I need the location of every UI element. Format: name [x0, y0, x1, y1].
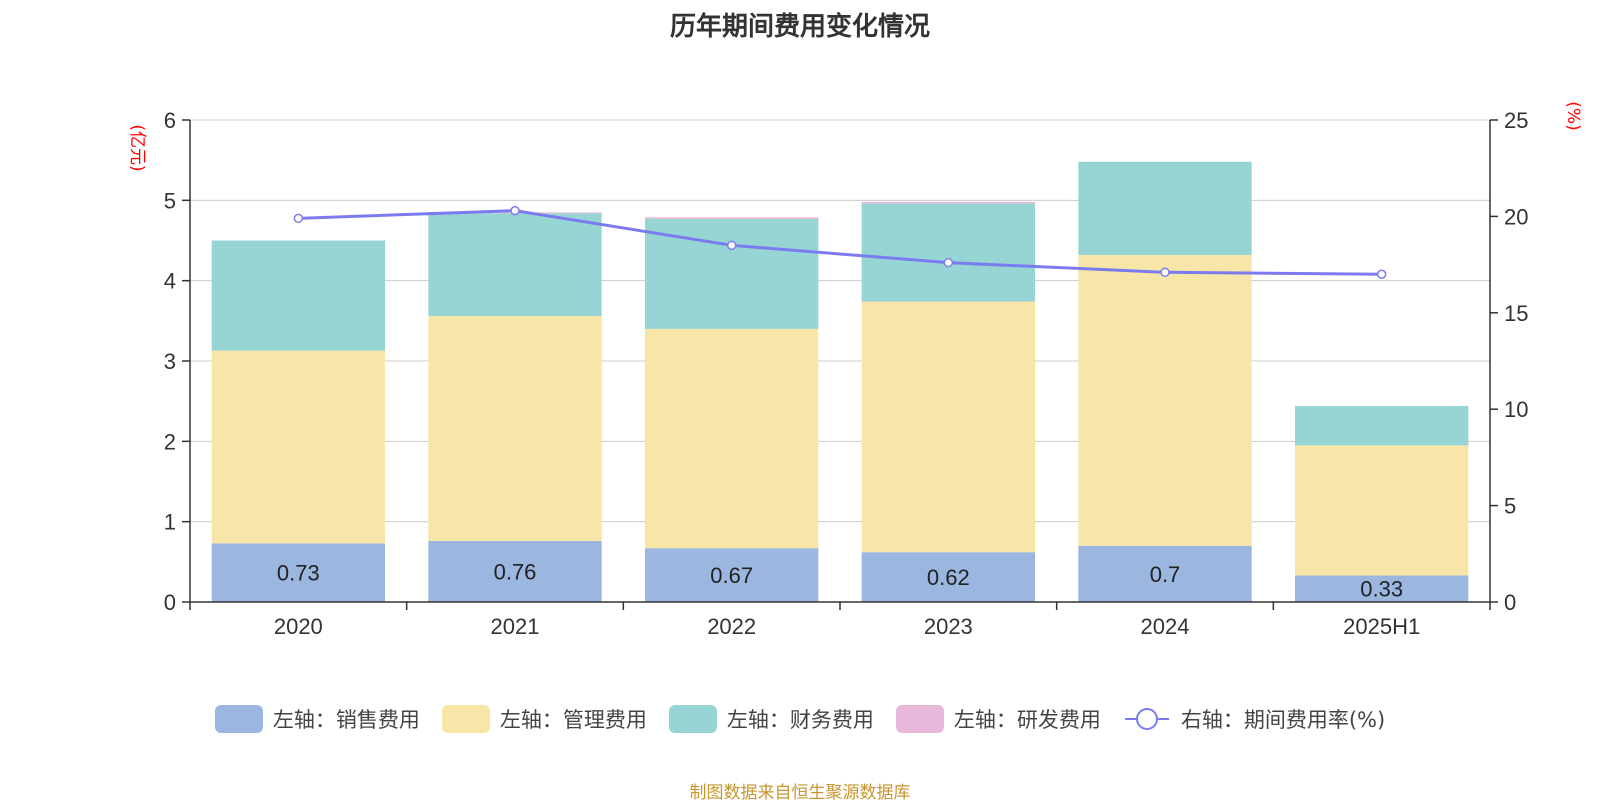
rate-point	[1376, 269, 1387, 279]
data-labels: 0.73 0.76 0.67 0.62 0.7 0.33	[277, 559, 1403, 601]
legend-label-rate: 右轴：期间费用率(%)	[1180, 708, 1386, 732]
x-tick-label: 2025H1	[1343, 614, 1420, 639]
y-right-tick-label: 15	[1504, 301, 1528, 326]
bar-segment-1	[1078, 254, 1252, 546]
legend-item-rate[interactable]: 右轴：期间费用率(%)	[1123, 704, 1385, 734]
y-left-tick-label: 4	[164, 269, 176, 294]
chart-title: 历年期间费用变化情况	[669, 12, 930, 42]
bars	[211, 161, 1469, 602]
data-label: 0.67	[710, 563, 753, 588]
legend-swatch-finance	[668, 705, 717, 733]
bar-segment-1	[861, 301, 1035, 553]
legend-item-finance[interactable]: 左轴：财务费用	[668, 704, 874, 734]
bar-segment-2	[211, 240, 385, 351]
y-left-tick-label: 5	[164, 188, 176, 213]
bar-segment-3	[645, 217, 819, 219]
bar-segment-1	[1295, 445, 1469, 576]
bar-segment-0	[645, 548, 819, 602]
grid-lines	[190, 119, 1490, 523]
bar-segment-1	[428, 316, 602, 541]
bar-segment-2	[1078, 161, 1252, 255]
rate-line-path	[298, 209, 1382, 276]
y-left-unit-label: (亿元)	[127, 124, 147, 171]
bar-segment-1	[645, 328, 819, 549]
data-label: 0.33	[1360, 577, 1403, 602]
legend-item-rnd[interactable]: 左轴：研发费用	[895, 704, 1101, 734]
data-label: 0.76	[494, 559, 537, 584]
axes: 0 1 2 3 4 5 6 0 5 10 15 20 25 2020 2021 2022 2023 2024 202…	[127, 101, 1583, 639]
legend-label-finance: 左轴：财务费用	[726, 708, 874, 732]
bar-segment-0	[861, 552, 1035, 602]
chart-area: 0 1 2 3 4 5 6 0 5 10 15 20 25 2020 2021 2022 2023 2024 202…	[127, 101, 1583, 639]
source-note: 制图数据来自恒生聚源数据库	[689, 783, 911, 803]
bar-segment-2	[1295, 405, 1469, 446]
legend-label-sales: 左轴：销售费用	[272, 708, 420, 732]
rate-line	[293, 205, 1387, 279]
legend: 左轴：销售费用 左轴：管理费用 左轴：财务费用 左轴：研发费用 右轴：期间费用率…	[0, 704, 1600, 734]
x-tick-label: 2020	[274, 614, 323, 639]
bar-segment-0	[428, 540, 602, 602]
bar-segment-3	[861, 201, 1035, 204]
rate-point	[293, 213, 304, 224]
y-right-tick-label: 0	[1504, 590, 1516, 615]
bar-segment-2	[428, 213, 602, 317]
data-label: 0.7	[1150, 562, 1181, 587]
legend-swatch-sales	[214, 705, 263, 733]
y-right-tick-label: 20	[1504, 204, 1528, 229]
legend-swatch-rnd	[895, 705, 944, 733]
bar-segment-0	[1078, 545, 1252, 602]
bar-segment-2	[861, 203, 1035, 302]
data-label: 0.62	[927, 565, 970, 590]
y-left-tick-label: 1	[164, 510, 176, 535]
y-right-tick-label: 5	[1504, 494, 1516, 519]
bar-segment-1	[211, 350, 385, 544]
x-tick-label: 2024	[1141, 614, 1190, 639]
y-left-tick-label: 3	[164, 349, 176, 374]
data-label: 0.73	[277, 561, 320, 586]
rate-point	[510, 205, 520, 216]
legend-item-admin[interactable]: 左轴：管理费用	[441, 704, 647, 734]
legend-swatch-admin	[441, 705, 490, 733]
y-right-tick-label: 10	[1504, 397, 1528, 422]
legend-swatch-rate	[1124, 708, 1169, 730]
x-tick-label: 2021	[491, 614, 540, 639]
rate-point	[943, 257, 954, 268]
x-tick-label: 2023	[924, 614, 973, 639]
y-left-tick-label: 6	[164, 108, 176, 133]
rate-point	[726, 240, 737, 251]
y-right-tick-label: 25	[1504, 108, 1528, 133]
bar-segment-0	[211, 543, 385, 602]
legend-item-sales[interactable]: 左轴：销售费用	[214, 704, 420, 734]
y-left-tick-label: 0	[164, 590, 176, 615]
y-left-tick-label: 2	[164, 429, 176, 454]
legend-label-admin: 左轴：管理费用	[499, 708, 647, 732]
bar-segment-0	[1295, 575, 1469, 602]
rate-point	[1160, 267, 1170, 278]
x-tick-label: 2022	[707, 614, 756, 639]
legend-label-rnd: 左轴：研发费用	[953, 708, 1101, 732]
y-right-unit-label: (%)	[1563, 101, 1583, 130]
